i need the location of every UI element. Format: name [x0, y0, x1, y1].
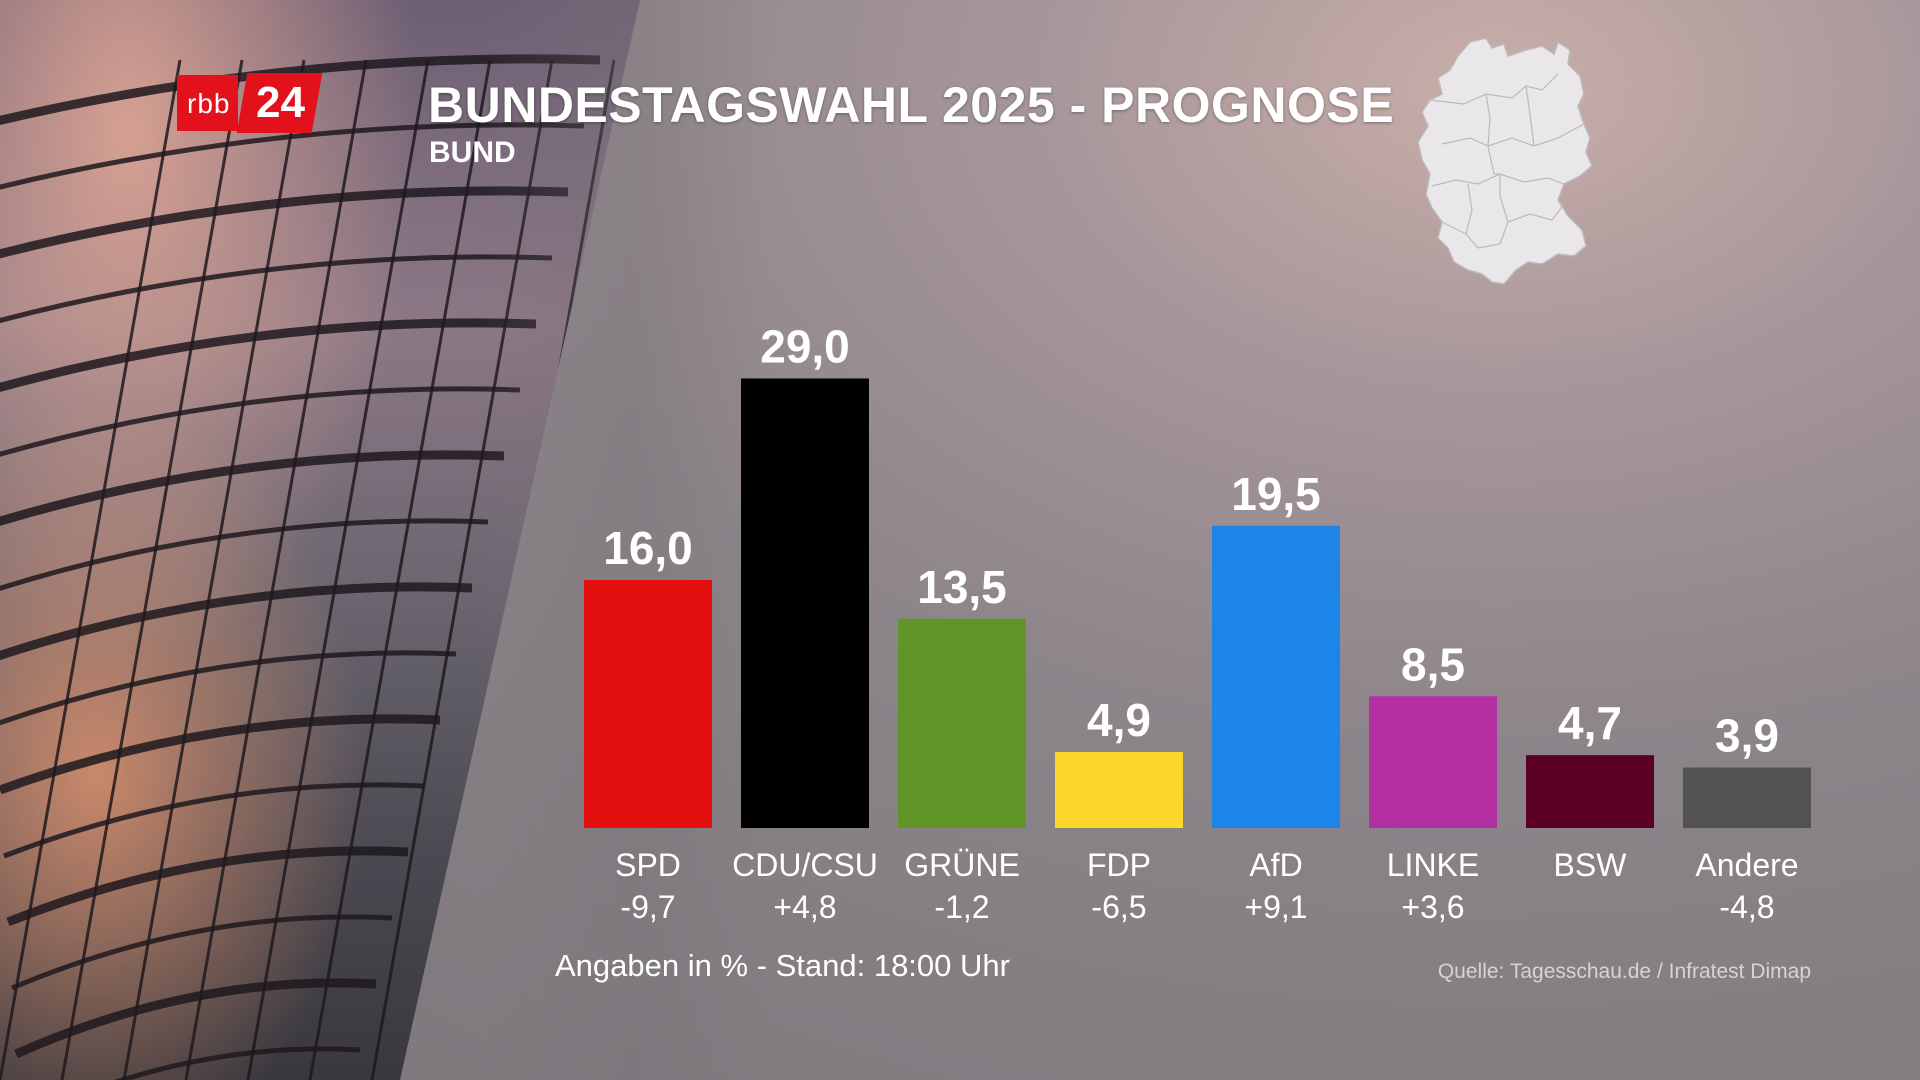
bar-fdp [1055, 752, 1183, 828]
dome-ring [0, 386, 521, 463]
change-label: +3,6 [1401, 889, 1464, 925]
change-label: +9,1 [1244, 889, 1307, 925]
dome-strut [0, 59, 182, 1080]
dome-strut [308, 59, 492, 1080]
dome-ring [6, 846, 409, 927]
page-subtitle: BUND [429, 136, 516, 169]
bar-value-label: 4,9 [1087, 694, 1151, 746]
bar-spd [584, 580, 712, 828]
rbb24-logo: rbb 24 [177, 73, 323, 133]
dome-strut [246, 59, 430, 1080]
dome-ring [0, 714, 441, 795]
change-label: -1,2 [934, 889, 989, 925]
category-label: AfD [1249, 847, 1302, 883]
dome-ring [0, 122, 585, 199]
bar-value-label: 16,0 [603, 522, 693, 574]
category-label: Andere [1695, 847, 1798, 883]
dome-strut [60, 59, 244, 1080]
category-label: LINKE [1387, 847, 1479, 883]
footnote: Angaben in % - Stand: 18:00 Uhr [555, 948, 1010, 983]
dome-strut [122, 59, 306, 1080]
bar-afd [1212, 525, 1340, 828]
change-label: -9,7 [620, 889, 675, 925]
bar-value-label: 8,5 [1401, 638, 1465, 690]
dome-ring [0, 450, 505, 531]
logo-rbb-text: rbb [177, 75, 239, 131]
germany-map-icon [1417, 37, 1593, 285]
bar-bsw [1526, 755, 1654, 828]
germany-outline [1417, 37, 1593, 285]
page-title: BUNDESTAGSWAHL 2025 - PROGNOSE [428, 77, 1395, 133]
dome-ring [0, 254, 553, 331]
category-label: FDP [1087, 847, 1151, 883]
change-label: +4,8 [773, 889, 836, 925]
bar-andere [1683, 767, 1811, 828]
category-label: BSW [1554, 847, 1628, 883]
dome-strut [184, 59, 368, 1080]
bar-value-label: 4,7 [1558, 697, 1622, 749]
bar-value-label: 29,0 [760, 321, 850, 373]
bar-linke [1369, 696, 1497, 828]
category-label: GRÜNE [904, 847, 1020, 883]
dome-ring [0, 186, 569, 267]
dome-ring [3, 782, 425, 859]
dome-ring [0, 54, 601, 135]
category-label: SPD [615, 847, 681, 883]
change-label: -4,8 [1719, 889, 1774, 925]
source-credit: Quelle: Tagesschau.de / Infratest Dimap [1437, 960, 1811, 983]
state-borders [1429, 73, 1585, 249]
bar-cdu-csu [741, 378, 869, 828]
dome-ring [11, 914, 393, 991]
bar-gr-ne [898, 618, 1026, 828]
dome-ring [0, 650, 457, 727]
dome-ring [0, 518, 489, 595]
bar-value-label: 19,5 [1231, 468, 1321, 520]
dome-illustration [0, 54, 640, 1080]
dome-ring [0, 582, 473, 663]
category-label: CDU/CSU [732, 847, 878, 883]
bar-value-label: 13,5 [917, 561, 1007, 613]
dome-strut [370, 59, 554, 1080]
change-label: -6,5 [1091, 889, 1146, 925]
bar-value-label: 3,9 [1715, 710, 1779, 762]
